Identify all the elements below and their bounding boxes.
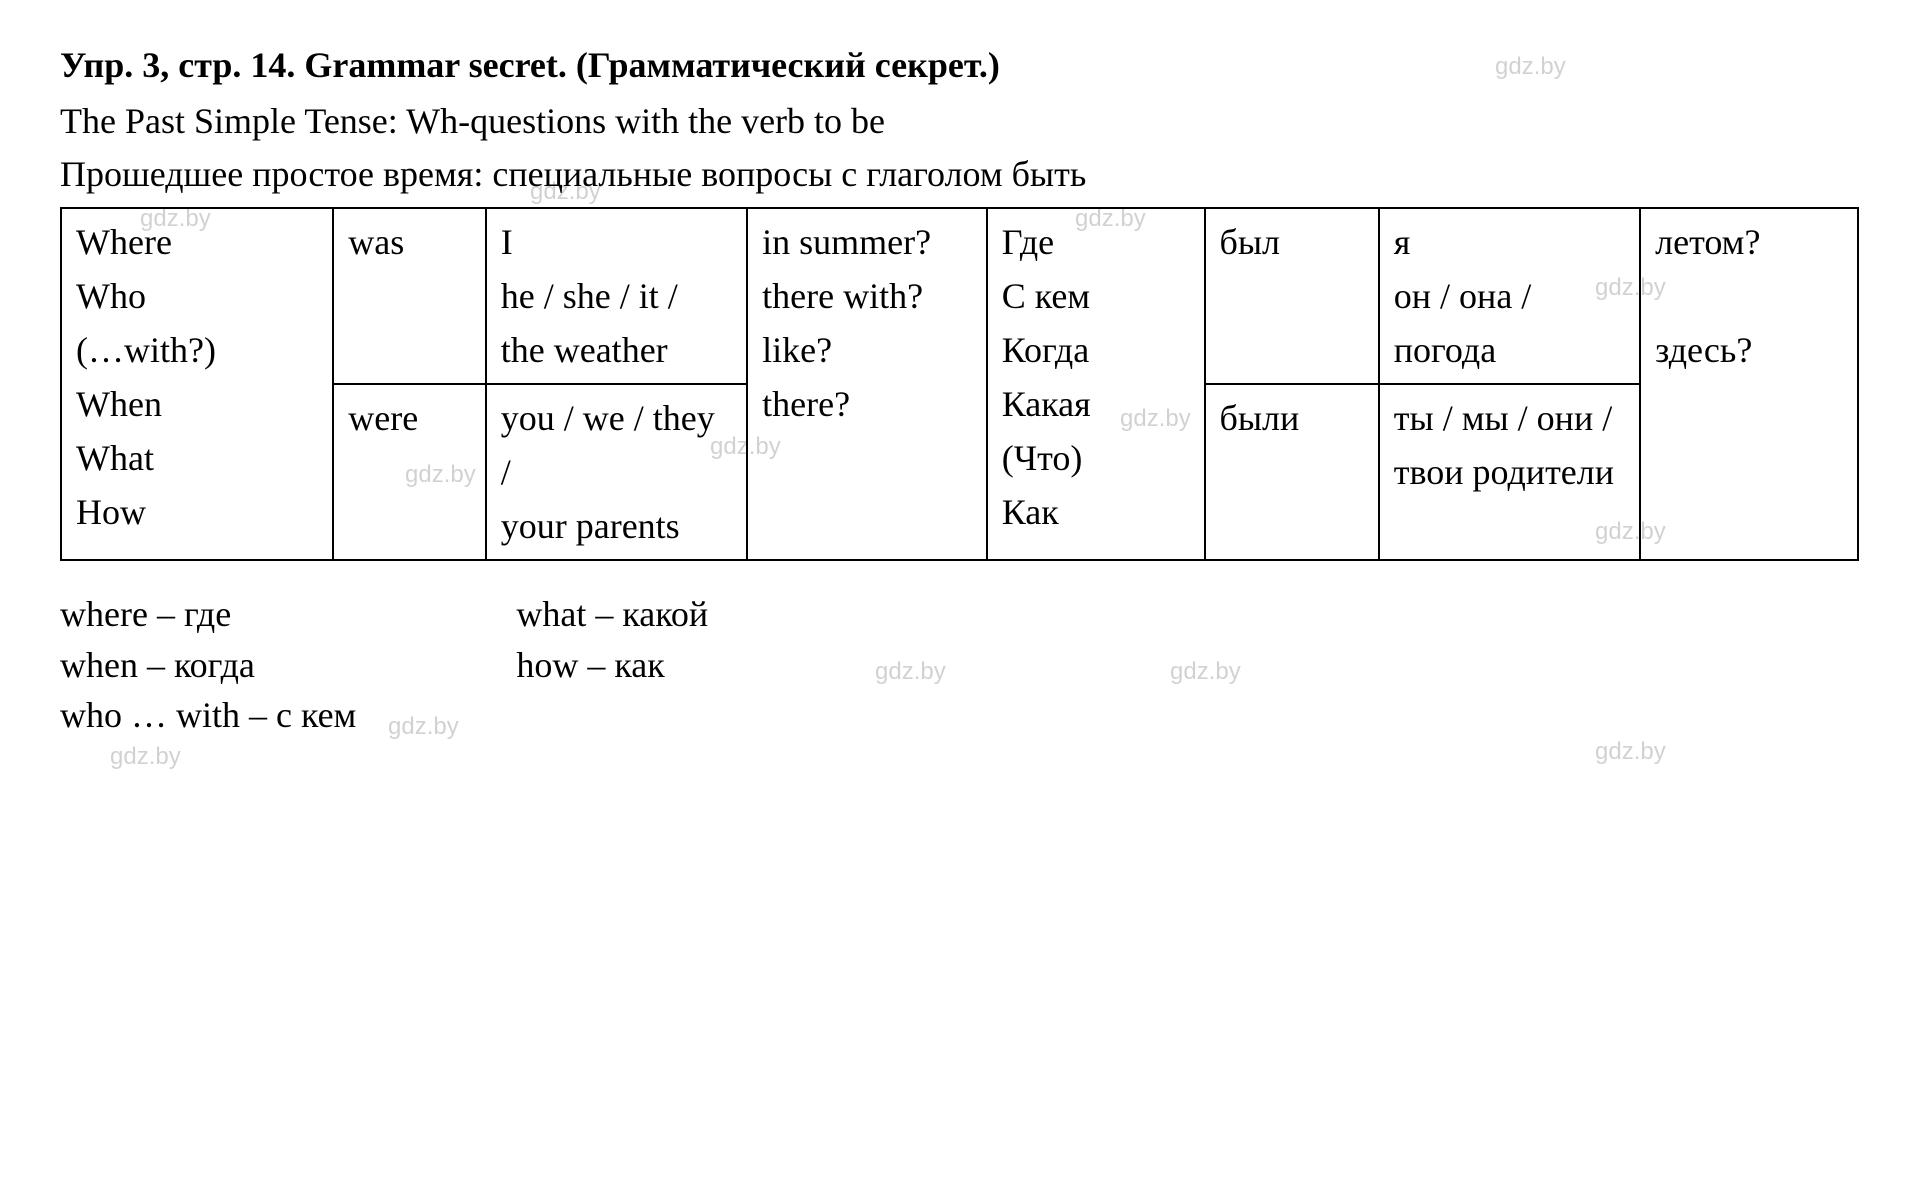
heading-bold: Упр. 3, стр. 14. Grammar secret. (Грамма… <box>60 45 1000 85</box>
vocab-column-left: where – где when – когда who … with – с … <box>60 589 356 740</box>
cell-question-words-en: WhereWho(…with?)WhenWhatHow <box>61 208 333 560</box>
grammar-table: WhereWho(…with?)WhenWhatHow was Ihe / sh… <box>60 207 1859 561</box>
subtitle-russian: Прошедшее простое время: специальные воп… <box>60 149 1859 199</box>
cell-subjects-plural-en: you / we / they /your parents <box>486 384 747 560</box>
watermark-text: gdz.by <box>110 740 181 774</box>
cell-verb-was: was <box>333 208 485 384</box>
vocab-item: how – как <box>516 640 708 690</box>
cell-subjects-singular-en: Ihe / she / it /the weather <box>486 208 747 384</box>
exercise-heading: Упр. 3, стр. 14. Grammar secret. (Грамма… <box>60 40 1859 90</box>
vocab-item: who … with – с кем <box>60 690 356 740</box>
subtitle-english: The Past Simple Tense: Wh-questions with… <box>60 96 1859 146</box>
cell-verb-were: were <box>333 384 485 560</box>
cell-subjects-singular-ru: яон / она /погода <box>1379 208 1640 384</box>
vocab-item: when – когда <box>60 640 356 690</box>
cell-complements-ru: летом? здесь? <box>1640 208 1858 560</box>
vocabulary-section: where – где when – когда who … with – с … <box>60 589 1859 740</box>
vocab-item: what – какой <box>516 589 708 639</box>
vocab-column-right: what – какой how – как <box>516 589 708 740</box>
cell-verb-byli: были <box>1205 384 1379 560</box>
vocab-item: where – где <box>60 589 356 639</box>
cell-subjects-plural-ru: ты / мы / они /твои родители <box>1379 384 1640 560</box>
cell-verb-byl: был <box>1205 208 1379 384</box>
cell-question-words-ru: ГдеС кемКогдаКакая(Что)Как <box>987 208 1205 560</box>
cell-complements-en: in summer?there with?like?there? <box>747 208 987 560</box>
table-row: WhereWho(…with?)WhenWhatHow was Ihe / sh… <box>61 208 1858 384</box>
